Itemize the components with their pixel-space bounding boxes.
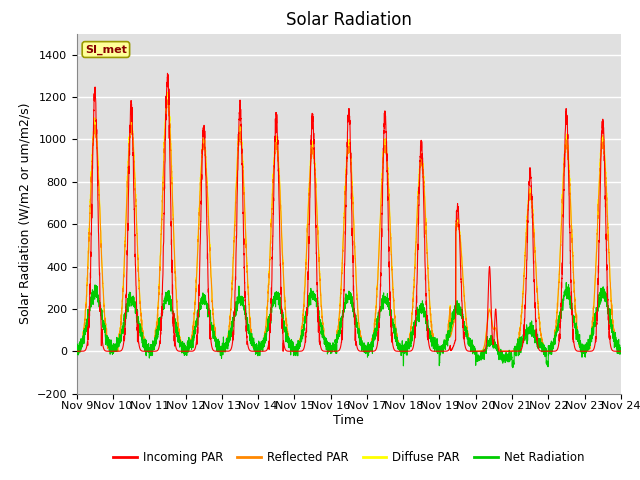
Title: Solar Radiation: Solar Radiation: [286, 11, 412, 29]
Legend: Incoming PAR, Reflected PAR, Diffuse PAR, Net Radiation: Incoming PAR, Reflected PAR, Diffuse PAR…: [109, 446, 589, 469]
X-axis label: Time: Time: [333, 414, 364, 427]
Y-axis label: Solar Radiation (W/m2 or um/m2/s): Solar Radiation (W/m2 or um/m2/s): [18, 103, 31, 324]
Text: SI_met: SI_met: [85, 44, 127, 55]
